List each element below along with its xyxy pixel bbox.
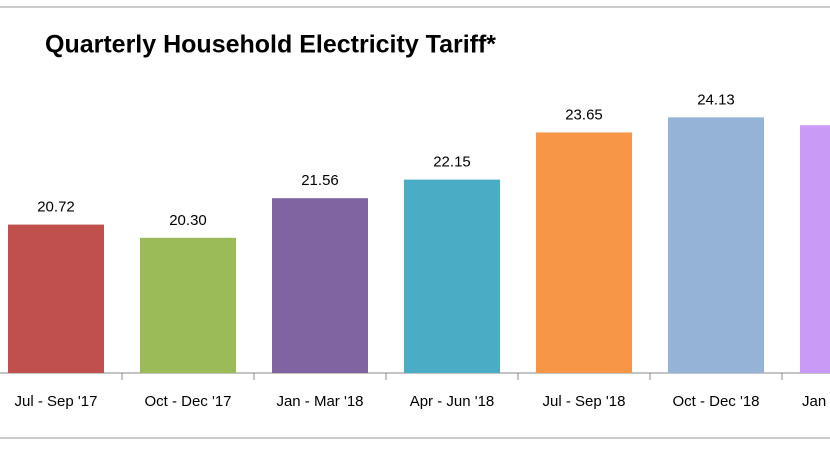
value-label: 20.72 <box>37 199 75 216</box>
bar <box>536 132 632 373</box>
value-label: 24.13 <box>697 91 735 108</box>
x-tick-label: Oct - Dec '17 <box>144 393 231 410</box>
value-label: 21.56 <box>301 172 339 189</box>
bar <box>404 179 500 373</box>
chart-title: Quarterly Household Electricity Tariff* <box>45 31 496 59</box>
x-tick-label: Oct - Dec '18 <box>672 393 759 410</box>
bar <box>668 117 764 374</box>
bar <box>800 125 830 374</box>
x-tick-label: Jul - Sep '17 <box>15 393 98 410</box>
value-label: 22.15 <box>433 154 471 171</box>
x-tick-label: Apr - Jun '18 <box>410 393 495 410</box>
x-tick-label: Jul - Sep '18 <box>543 393 626 410</box>
value-label: 20.30 <box>169 212 207 229</box>
x-tick-label: Jan <box>802 393 826 410</box>
x-tick-label: Jan - Mar '18 <box>276 393 363 410</box>
bar <box>140 237 236 373</box>
value-label: 23.65 <box>565 106 603 123</box>
bar <box>272 198 368 373</box>
bar <box>8 224 104 373</box>
